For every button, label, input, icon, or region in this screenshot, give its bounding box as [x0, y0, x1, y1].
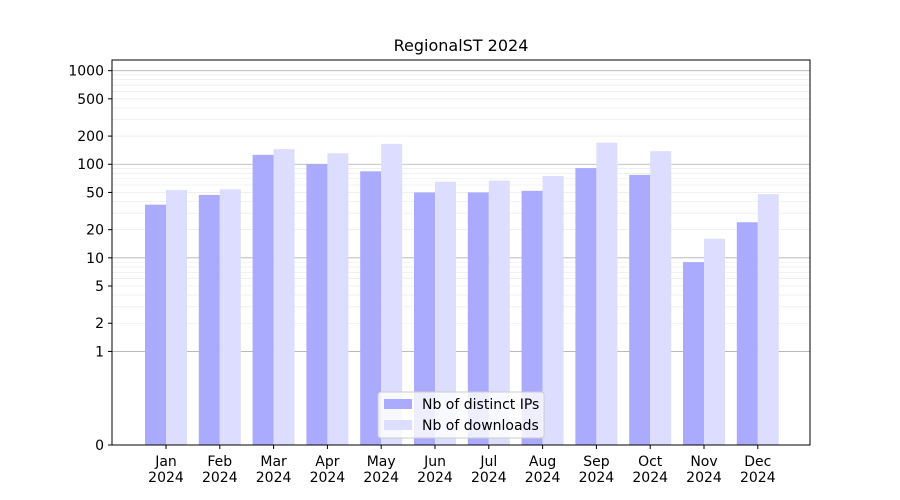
x-tick-label-year: 2024: [632, 470, 668, 486]
x-tick-label-year: 2024: [579, 470, 615, 486]
bar-distinct-ips: [306, 164, 328, 445]
bar-distinct-ips: [629, 174, 651, 445]
x-tick-label-month: Jul: [479, 454, 497, 470]
plot-frame: [111, 59, 811, 446]
x-tick-label-year: 2024: [202, 470, 238, 486]
bar-downloads: [542, 175, 564, 445]
x-tick-label-month: Nov: [690, 454, 717, 470]
bar-distinct-ips: [360, 171, 382, 445]
bar-downloads: [219, 189, 241, 445]
bar-downloads: [757, 194, 779, 445]
bar-downloads: [166, 190, 187, 445]
x-tick-label-month: Apr: [315, 454, 339, 470]
x-tick-label-month: Feb: [207, 454, 232, 470]
x-tick-label-year: 2024: [363, 470, 399, 486]
y-tick-label: 200: [77, 129, 104, 145]
y-tick-label: 5: [95, 279, 104, 295]
bar-downloads: [488, 180, 510, 446]
bar-downloads: [435, 181, 456, 446]
bar-distinct-ips: [467, 192, 489, 445]
bar-downloads: [327, 153, 349, 445]
bar-distinct-ips: [252, 154, 274, 445]
x-tick-label-year: 2024: [686, 470, 722, 486]
bar-downloads: [650, 151, 672, 446]
x-tick-label-month: Jan: [154, 454, 177, 470]
bar-downloads: [273, 149, 295, 445]
bar-downloads: [381, 143, 403, 445]
bars: [145, 142, 779, 446]
x-tick-label-month: May: [367, 454, 396, 470]
y-tick-label: 50: [86, 185, 104, 201]
y-axis: 0 1 2 5 10 20 50 100 200 500 1000: [68, 64, 112, 454]
bar-distinct-ips: [521, 190, 543, 445]
y-tick-label: 1: [95, 344, 104, 360]
x-tick-label-year: 2024: [471, 470, 507, 486]
bar-distinct-ips: [736, 222, 758, 445]
x-tick-label-year: 2024: [417, 470, 453, 486]
bar-distinct-ips: [414, 192, 435, 445]
y-tick-label: 0: [95, 438, 104, 454]
legend-swatch: [384, 399, 412, 409]
x-tick-label-month: Dec: [744, 454, 771, 470]
y-tick-label: 1000: [68, 64, 104, 80]
chart-title: RegionalST 2024: [394, 36, 529, 55]
x-tick-label-month: Aug: [529, 454, 556, 470]
x-tick-label-year: 2024: [256, 470, 292, 486]
y-tick-label: 100: [77, 157, 104, 173]
y-tick-label: 10: [86, 251, 104, 267]
y-tick-label: 20: [86, 223, 104, 239]
legend-swatch: [384, 420, 412, 430]
x-tick-label-month: Mar: [260, 454, 287, 470]
bar-downloads: [596, 142, 618, 445]
x-tick-label-month: Oct: [638, 454, 663, 470]
y-tick-label: 2: [95, 316, 104, 332]
bar-distinct-ips: [198, 194, 220, 445]
x-axis: Jan2024Feb2024Mar2024Apr2024May2024Jun20…: [148, 445, 776, 486]
x-tick-label-year: 2024: [525, 470, 561, 486]
legend-box: [377, 391, 545, 439]
legend: Nb of distinct IPs Nb of downloads: [377, 391, 545, 439]
x-tick-label-month: Sep: [583, 454, 610, 470]
x-tick-label-year: 2024: [740, 470, 776, 486]
x-tick-label-year: 2024: [310, 470, 346, 486]
bar-downloads: [704, 238, 725, 445]
legend-label: Nb of distinct IPs: [422, 397, 539, 413]
bar-distinct-ips: [683, 262, 704, 445]
bar-distinct-ips: [575, 168, 597, 445]
legend-label: Nb of downloads: [422, 418, 539, 434]
x-tick-label-month: Jun: [423, 454, 446, 470]
y-tick-label: 500: [77, 92, 104, 108]
bar-distinct-ips: [145, 204, 166, 445]
x-tick-label-year: 2024: [148, 470, 184, 486]
